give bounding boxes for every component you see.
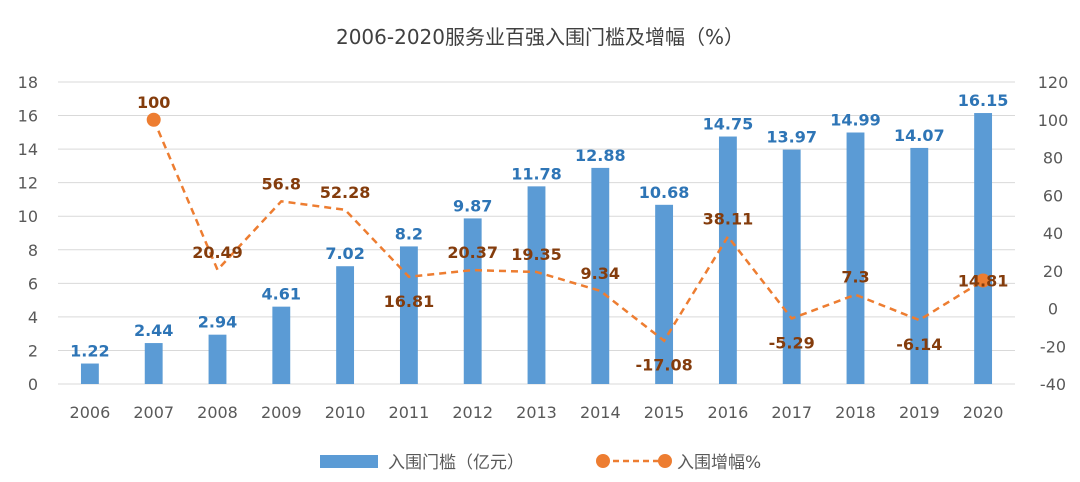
- line-data-label: -6.14: [896, 335, 942, 354]
- line-data-label: 52.28: [320, 183, 371, 202]
- bar-data-label: 16.15: [958, 91, 1009, 110]
- x-axis-ticks: 2006 2007 2008 2009 2010 2011 2012 2013 2014 2015…: [70, 403, 1004, 422]
- right-axis-tick: 40: [1043, 224, 1063, 243]
- line-data-label: 9.34: [581, 264, 620, 283]
- legend-bar-swatch: [320, 455, 378, 468]
- legend-line-marker-right: [658, 454, 672, 468]
- right-axis-tick: 60: [1043, 186, 1063, 205]
- right-axis-tick: 0: [1048, 300, 1058, 319]
- left-axis-tick: 10: [18, 207, 38, 226]
- left-axis-tick: 2: [28, 341, 38, 360]
- right-axis-tick: 100: [1038, 111, 1069, 130]
- bar: [718, 136, 737, 384]
- left-axis-tick: 18: [18, 73, 38, 92]
- x-axis-tick: 2009: [261, 403, 302, 422]
- line-data-label: 20.49: [192, 243, 243, 262]
- bar: [591, 167, 610, 384]
- x-axis-tick: 2006: [70, 403, 111, 422]
- x-axis-tick: 2017: [771, 403, 812, 422]
- x-axis-tick: 2014: [580, 403, 621, 422]
- x-axis-tick: 2015: [644, 403, 685, 422]
- line-data-label: 20.37: [447, 243, 498, 262]
- chart-title: 2006-2020服务业百强入围门槛及增幅（%）: [336, 25, 744, 49]
- right-axis-tick: 120: [1038, 73, 1069, 92]
- bar-data-label: 11.78: [511, 164, 562, 183]
- bar: [655, 204, 674, 384]
- bar: [527, 186, 546, 384]
- x-axis-tick: 2013: [516, 403, 557, 422]
- line-data-label: 7.3: [841, 268, 869, 287]
- legend-line-label: 入围增幅%: [677, 453, 761, 473]
- bar-data-label: 14.99: [830, 111, 881, 130]
- bar: [144, 343, 163, 384]
- bar-series: [80, 113, 993, 385]
- legend: 入围门槛（亿元） 入围增幅%: [320, 453, 761, 473]
- x-axis-tick: 2012: [452, 403, 493, 422]
- left-axis-tick: 12: [18, 174, 38, 193]
- line-data-label: -5.29: [769, 333, 815, 352]
- bar: [399, 246, 418, 384]
- right-axis-ticks: -40 -20 0 20 40 60 80 100 120: [1038, 73, 1069, 394]
- x-axis-tick: 2007: [133, 403, 174, 422]
- bar: [336, 266, 355, 384]
- line-marker: [146, 112, 161, 127]
- bar-data-label: 1.22: [70, 342, 109, 361]
- bar-data-label: 13.97: [766, 128, 817, 147]
- x-axis-tick: 2019: [899, 403, 940, 422]
- line-series: [146, 112, 991, 343]
- line-data-labels: 100 20.49 56.8 52.28 16.81 20.37 19.35 9.34 -17.…: [137, 93, 1008, 375]
- bar-data-label: 9.87: [453, 196, 492, 215]
- bar: [846, 132, 865, 384]
- bar-data-label: 14.07: [894, 126, 945, 145]
- line-data-label: 56.8: [262, 174, 301, 193]
- x-axis-tick: 2008: [197, 403, 238, 422]
- x-axis-tick: 2010: [325, 403, 366, 422]
- line-path: [152, 119, 984, 343]
- left-axis-tick: 14: [18, 140, 38, 159]
- bar-data-label: 10.68: [639, 183, 690, 202]
- bar-data-labels: 1.22 2.44 2.94 4.61 7.02 8.2 9.87 11.78 12.88 10.…: [70, 91, 1008, 360]
- right-axis-tick: -40: [1040, 375, 1066, 394]
- legend-bar-label: 入围门槛（亿元）: [388, 453, 524, 473]
- left-axis-tick: 16: [18, 107, 38, 126]
- line-data-label: 100: [137, 93, 170, 112]
- bar: [208, 334, 227, 384]
- right-axis-tick: 80: [1043, 149, 1063, 168]
- right-axis-tick: 20: [1043, 262, 1063, 281]
- bar-data-label: 2.94: [198, 313, 237, 332]
- bar-data-label: 7.02: [325, 244, 364, 263]
- x-axis-tick: 2016: [708, 403, 749, 422]
- bar: [910, 147, 929, 384]
- x-axis-tick: 2011: [389, 403, 430, 422]
- bar-data-label: 14.75: [703, 115, 754, 134]
- bar: [272, 306, 291, 384]
- left-axis-tick: 6: [28, 274, 38, 293]
- left-axis-tick: 4: [28, 308, 38, 327]
- line-data-label: 19.35: [511, 245, 562, 264]
- line-data-label: 16.81: [384, 292, 435, 311]
- x-axis-tick: 2018: [835, 403, 876, 422]
- right-axis-tick: -20: [1040, 337, 1066, 356]
- bar: [974, 113, 993, 385]
- line-marker: [976, 273, 991, 288]
- line-data-label: 14.81: [958, 272, 1009, 291]
- left-axis-ticks: 0 2 4 6 8 10 12 14 16 18: [18, 73, 38, 394]
- legend-line-marker-left: [596, 454, 610, 468]
- bar: [80, 363, 99, 384]
- bar: [782, 149, 801, 384]
- left-axis-tick: 8: [28, 241, 38, 260]
- bar: [463, 218, 482, 384]
- bar-data-label: 8.2: [395, 224, 423, 243]
- bar-data-label: 12.88: [575, 146, 626, 165]
- bar-data-label: 2.44: [134, 321, 173, 340]
- line-data-label: 38.11: [703, 210, 754, 229]
- left-axis-tick: 0: [28, 375, 38, 394]
- x-axis-tick: 2020: [963, 403, 1004, 422]
- line-data-label: -17.08: [635, 356, 692, 375]
- bar-data-label: 4.61: [262, 285, 301, 304]
